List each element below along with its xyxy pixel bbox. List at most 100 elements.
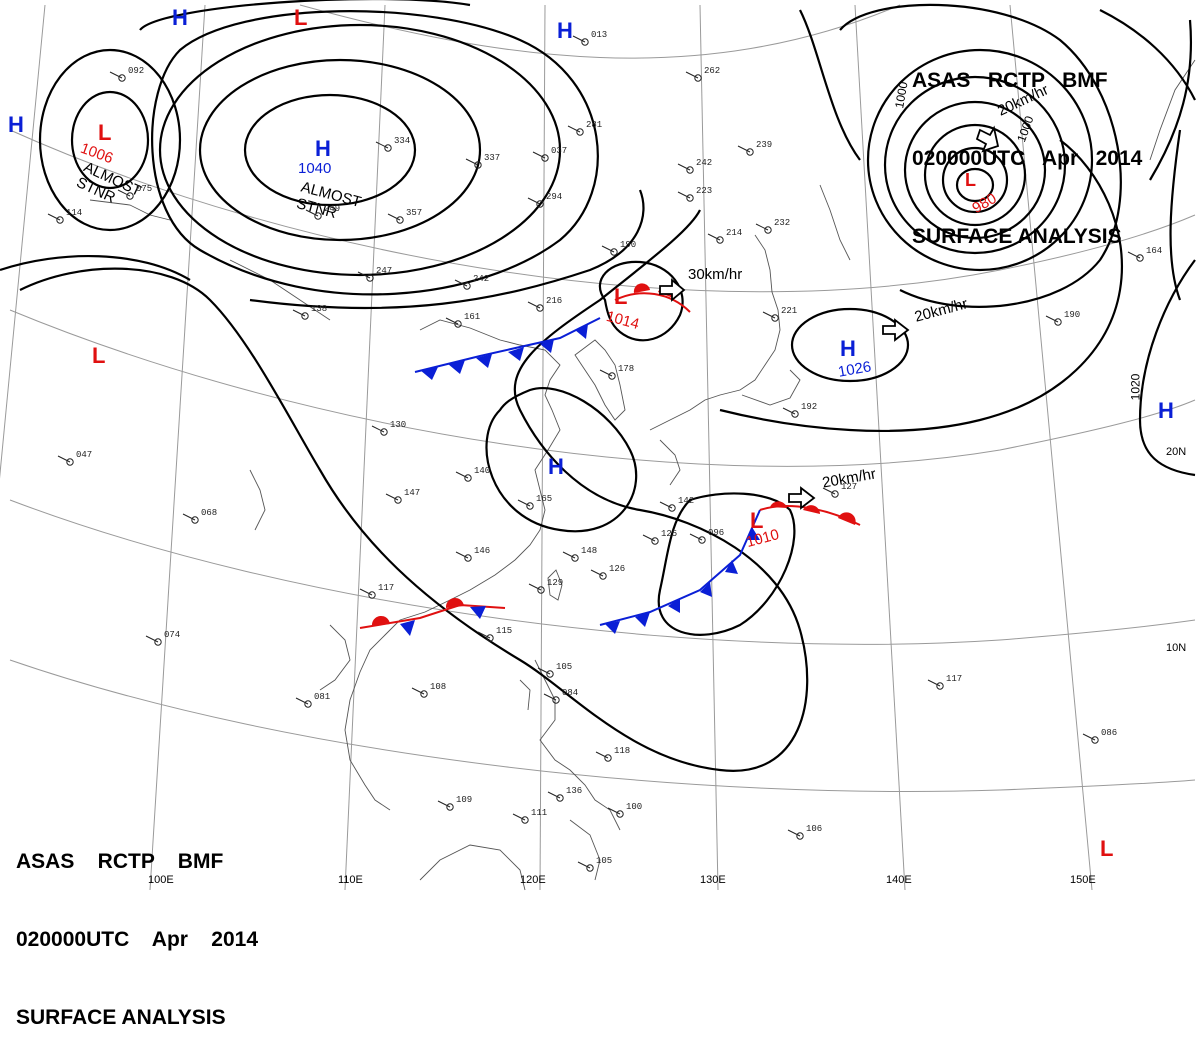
- station-plot-icon: [301, 312, 309, 320]
- station-plot-icon: [716, 236, 724, 244]
- wind-barb: [517, 499, 531, 507]
- wind-barb: [590, 569, 604, 577]
- wind-barb: [437, 800, 451, 808]
- lon-label-150e: 150E: [1070, 874, 1096, 886]
- station-plot-icon: [651, 537, 659, 545]
- wind-barb: [532, 151, 546, 159]
- header-bottom-line3: SURFACE ANALYSIS: [16, 1006, 226, 1029]
- lat-label-10n: 10N: [1166, 642, 1187, 654]
- wind-barb: [47, 213, 61, 221]
- station-plot-icon: [126, 192, 134, 200]
- high-center-3: H: [8, 112, 24, 137]
- station-plot-icon: [474, 161, 482, 169]
- wind-barb: [782, 407, 796, 415]
- weather-fronts: [359, 283, 861, 636]
- station-pressure: 118: [614, 746, 631, 756]
- station-plot-icon: [686, 194, 694, 202]
- station-pressure: 109: [456, 795, 473, 805]
- wind-barb: [685, 71, 699, 79]
- lon-label-100e: 100E: [148, 874, 174, 886]
- station-plot-icon: [1091, 736, 1099, 744]
- station-plot-icon: [552, 696, 560, 704]
- station-pressure: 178: [618, 364, 635, 374]
- wind-barb: [607, 807, 621, 815]
- station-pressure: 148: [581, 546, 598, 556]
- station-pressure: 146: [474, 546, 491, 556]
- station-plot-icon: [831, 490, 839, 498]
- motion-arrows: [659, 125, 1000, 510]
- low-center-5: L: [92, 343, 106, 368]
- motion-arrow-icon: [882, 318, 910, 342]
- station-pressure: 117: [946, 674, 963, 684]
- station-plot-icon: [446, 803, 454, 811]
- station-pressure: 096: [708, 528, 725, 538]
- wind-barb: [595, 751, 609, 759]
- high-center-1: H: [172, 5, 188, 30]
- high-center-6: H: [1158, 398, 1174, 423]
- isobars: [0, 0, 1196, 772]
- wind-barb: [57, 455, 71, 463]
- wind-barb: [537, 667, 551, 675]
- header-top-line2: 020000UTC Apr 2014: [912, 147, 1143, 170]
- weather-map: [0, 0, 1196, 891]
- station-pressure: 239: [756, 140, 773, 150]
- wind-barb: [1045, 315, 1059, 323]
- station-pressure: 232: [774, 218, 791, 228]
- header-top-line3: SURFACE ANALYSIS: [912, 225, 1122, 248]
- isobar-label-3: 1020: [1128, 373, 1143, 401]
- wind-barb: [527, 301, 541, 309]
- lon-label-140e: 140E: [886, 874, 912, 886]
- station-plot-icon: [746, 148, 754, 156]
- header-bottom: ASAS RCTP BMF 020000UTC Apr 2014 SURFACE…: [16, 797, 258, 1057]
- low-center-2: L: [98, 120, 112, 145]
- wind-barb: [762, 311, 776, 319]
- wind-barb: [145, 635, 159, 643]
- wind-barb: [601, 245, 615, 253]
- wind-barb: [567, 125, 581, 133]
- header-top-line1: ASAS RCTP BMF: [912, 69, 1108, 92]
- station-plot-icon: [791, 410, 799, 418]
- header-bottom-line1: ASAS RCTP BMF: [16, 850, 224, 873]
- station-pressure: 037: [551, 146, 568, 156]
- station-pressure: 136: [566, 786, 583, 796]
- lon-label-120e: 120E: [520, 874, 546, 886]
- low-center-7: L: [1100, 836, 1114, 861]
- station-pressure: 047: [76, 450, 93, 460]
- header-top: ASAS RCTP BMF 020000UTC Apr 2014 SURFACE…: [912, 16, 1142, 276]
- wind-barb: [927, 679, 941, 687]
- station-plot-icon: [796, 832, 804, 840]
- wind-barb: [543, 693, 557, 701]
- lat-label-20n: 20N: [1166, 446, 1187, 458]
- station-pressure: 165: [536, 494, 553, 504]
- station-plot-icon: [463, 282, 471, 290]
- lon-label-130e: 130E: [700, 874, 726, 886]
- graticule-grid: [0, 4, 1196, 891]
- station-pressure: 129: [547, 578, 564, 588]
- station-plot-icon: [608, 372, 616, 380]
- station-plot-icon: [368, 591, 376, 599]
- station-plot-icon: [66, 458, 74, 466]
- station-plot-icon: [599, 572, 607, 580]
- station-plot-icon: [56, 216, 64, 224]
- wind-barb: [577, 861, 591, 869]
- motion-arrow-icon: [659, 278, 686, 302]
- wind-barb: [547, 791, 561, 799]
- station-plot-icon: [537, 586, 545, 594]
- wind-barb: [572, 35, 586, 43]
- wind-barb: [1082, 733, 1096, 741]
- station-pressure: 081: [314, 692, 331, 702]
- station-pressure: 105: [596, 856, 613, 866]
- station-plot-icon: [380, 428, 388, 436]
- station-plot-icon: [454, 320, 462, 328]
- station-pressure: 242: [473, 274, 490, 284]
- station-pressure: 092: [128, 66, 145, 76]
- wind-barb: [411, 687, 425, 695]
- wind-barb: [371, 425, 385, 433]
- wind-barb: [787, 829, 801, 837]
- station-pressure: 111: [531, 808, 548, 818]
- wind-barb: [357, 271, 371, 279]
- motion-arrow-icon: [975, 125, 1000, 153]
- wind-barb: [737, 145, 751, 153]
- station-pressure: 100: [626, 802, 643, 812]
- station-plot-icon: [521, 816, 529, 824]
